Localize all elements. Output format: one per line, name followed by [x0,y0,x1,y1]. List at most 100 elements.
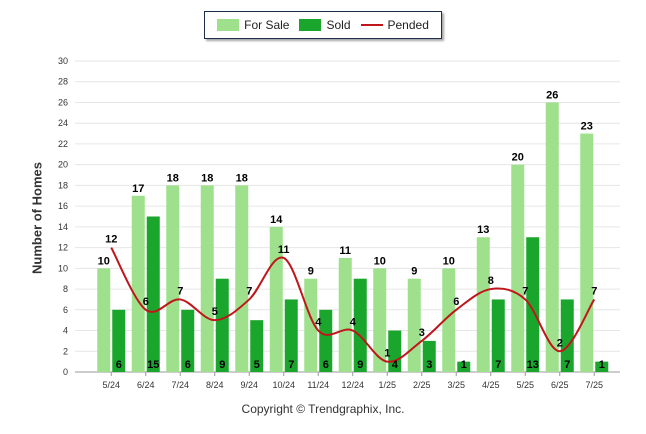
data-label-sold: 7 [495,359,501,371]
data-label-sold: 13 [527,359,539,371]
bar-sold [250,320,264,372]
data-label-for-sale: 13 [477,224,489,236]
data-label-for-sale: 18 [201,172,213,184]
bar-for-sale [200,185,214,372]
y-tick-label: 10 [58,263,68,273]
data-label-pended: 8 [488,275,494,287]
legend-item-sold: Sold [299,18,351,32]
data-label-for-sale: 9 [308,266,314,278]
bar-sold [146,216,160,372]
bar-for-sale [580,133,594,372]
data-label-sold: 6 [323,359,329,371]
y-axis-label: Number of Homes [29,162,45,274]
legend-label-for-sale: For Sale [244,18,290,32]
data-label-for-sale: 10 [98,255,110,267]
data-label-for-sale: 9 [411,266,417,278]
bar-sold [526,237,540,372]
data-label-pended: 2 [557,337,563,349]
bar-sold [112,309,126,372]
x-tick-label: 2/25 [413,380,431,390]
bar-sold [215,278,229,372]
y-tick-label: 12 [58,243,68,253]
bar-sold [353,278,367,372]
data-label-pended: 6 [143,296,149,308]
data-label-sold: 9 [219,359,225,371]
x-tick-label: 6/25 [551,380,569,390]
legend-swatch-pended [360,24,383,26]
data-label-pended: 7 [522,285,528,297]
y-tick-label: 16 [58,201,68,211]
bar-for-sale [545,102,559,372]
data-label-for-sale: 23 [581,121,593,133]
data-label-for-sale: 18 [167,172,179,184]
y-tick-label: 2 [63,346,68,356]
legend-item-for-sale: For Sale [217,18,289,32]
data-label-pended: 11 [278,244,290,256]
bar-for-sale [511,164,525,372]
copyright-text: Copyright © Trendgraphix, Inc. [241,402,405,416]
bar-sold [319,309,333,372]
data-label-pended: 7 [246,285,252,297]
legend-item-pended: Pended [360,18,429,32]
data-label-sold: 9 [357,359,363,371]
data-label-sold: 1 [461,359,467,371]
x-tick-label: 1/25 [378,380,396,390]
data-label-pended: 12 [105,234,117,246]
x-tick-label: 5/24 [102,380,120,390]
bar-for-sale [476,237,490,372]
y-tick-label: 4 [63,326,68,336]
y-tick-label: 0 [63,367,68,377]
data-label-pended: 7 [591,285,597,297]
bar-sold [560,299,574,372]
data-label-sold: 3 [426,359,432,371]
bar-sold [284,299,298,372]
bar-sold [595,361,609,372]
x-tick-label: 3/25 [447,380,465,390]
data-label-pended: 5 [212,306,218,318]
y-tick-label: 28 [58,77,68,87]
bar-sold [457,361,471,372]
x-tick-label: 12/24 [341,380,364,390]
data-label-for-sale: 20 [512,152,524,164]
data-label-sold: 4 [392,359,399,371]
data-label-for-sale: 10 [443,255,455,267]
y-tick-label: 8 [63,284,68,294]
data-label-sold: 7 [288,359,294,371]
data-label-pended: 6 [453,296,459,308]
data-label-sold: 7 [564,359,570,371]
x-tick-label: 10/24 [272,380,295,390]
y-tick-label: 30 [58,56,68,66]
x-tick-label: 5/25 [516,380,534,390]
legend-swatch-sold [299,19,322,31]
bar-for-sale [338,257,352,372]
data-label-for-sale: 11 [339,245,351,257]
bar-sold [491,299,505,372]
x-tick-label: 4/25 [482,380,500,390]
data-label-pended: 1 [384,348,390,360]
data-label-sold: 1 [599,359,605,371]
data-label-pended: 4 [315,317,322,329]
x-tick-label: 6/24 [137,380,155,390]
bar-for-sale [235,185,249,372]
bar-for-sale [131,195,145,372]
x-tick-label: 7/24 [171,380,189,390]
x-tick-label: 9/24 [240,380,258,390]
data-label-pended: 3 [419,327,425,339]
y-tick-label: 14 [58,222,68,232]
bar-for-sale [407,278,421,372]
x-tick-label: 8/24 [206,380,224,390]
bar-for-sale [373,268,387,372]
y-tick-label: 20 [58,160,68,170]
bar-for-sale [442,268,456,372]
data-label-for-sale: 26 [546,89,558,101]
y-tick-label: 18 [58,180,68,190]
pended-line [110,247,596,363]
legend-label-pended: Pended [387,18,429,32]
data-label-sold: 5 [254,359,260,371]
data-label-pended: 7 [177,285,183,297]
data-label-sold: 6 [116,359,122,371]
data-label-for-sale: 17 [132,183,144,195]
legend: For Sale Sold Pended [204,11,442,39]
